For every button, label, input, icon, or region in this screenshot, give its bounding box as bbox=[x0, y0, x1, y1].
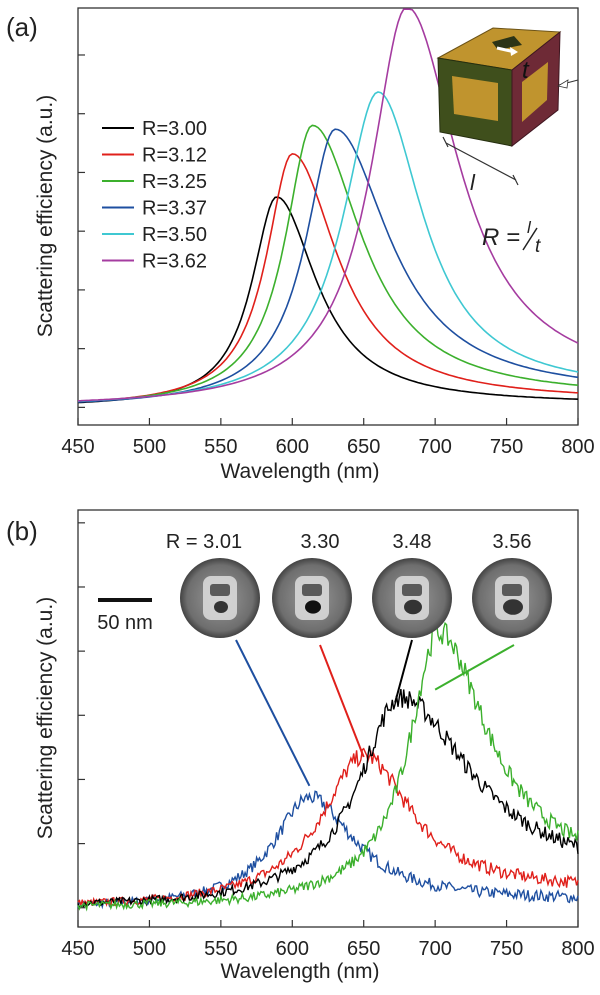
x-tick-label-b-500: 500 bbox=[133, 938, 166, 960]
series-line-b-2 bbox=[77, 747, 579, 908]
x-tick-label-b-650: 650 bbox=[347, 938, 380, 960]
series-line-a-2 bbox=[77, 152, 579, 403]
plot-frame-b bbox=[77, 509, 579, 928]
x-tick-label-a-450: 450 bbox=[61, 436, 94, 458]
axis-ticks-a: 450 500 550 600 650 700 750 800 bbox=[61, 54, 595, 458]
x-tick-label-a-750: 750 bbox=[490, 436, 523, 458]
series-line-a-6 bbox=[77, 8, 579, 402]
scale-bar-label: 50 nm bbox=[97, 612, 153, 634]
series-lines-a bbox=[77, 8, 579, 404]
axis-ticks-b: 450 500 550 600 650 700 750 800 bbox=[61, 522, 595, 960]
micrograph-label-1: R = 3.01 bbox=[166, 531, 242, 553]
micrograph-label-4: 3.56 bbox=[493, 531, 532, 553]
panel-label-b: (b) bbox=[6, 516, 38, 546]
sem-micrograph-1 bbox=[180, 558, 260, 638]
x-tick-label-b-550: 550 bbox=[204, 938, 237, 960]
x-tick-label-b-750: 750 bbox=[490, 938, 523, 960]
edge-length-marker bbox=[445, 142, 517, 181]
inset-label-t: t bbox=[522, 57, 530, 84]
legend-label-1: R=3.00 bbox=[142, 118, 207, 140]
x-tick-label-a-550: 550 bbox=[204, 436, 237, 458]
series-line-b-4 bbox=[77, 621, 579, 912]
sem-micrograph-2 bbox=[272, 558, 352, 638]
legend-label-2: R=3.12 bbox=[142, 145, 207, 167]
legend-label-4: R=3.37 bbox=[142, 198, 207, 220]
x-tick-label-a-650: 650 bbox=[347, 436, 380, 458]
sem-micrograph-4 bbox=[472, 558, 552, 638]
x-tick-label-b-600: 600 bbox=[276, 938, 309, 960]
pointer-line-3 bbox=[394, 639, 413, 703]
sem-micrograph-3 bbox=[372, 558, 452, 638]
inset-label-l: l bbox=[470, 170, 476, 195]
x-tick-label-a-800: 800 bbox=[561, 436, 594, 458]
series-lines-b bbox=[77, 621, 579, 912]
sem-micrographs bbox=[180, 558, 552, 638]
formula-lhs: R = bbox=[482, 224, 520, 251]
formula-numerator: l bbox=[527, 218, 532, 237]
y-axis-title-a: Scattering efficiency (a.u.) bbox=[34, 95, 57, 337]
panel-label-a: (a) bbox=[6, 12, 38, 42]
x-tick-label-b-450: 450 bbox=[61, 938, 94, 960]
x-axis-title-a: Wavelength (nm) bbox=[220, 460, 379, 483]
legend-label-6: R=3.62 bbox=[142, 251, 207, 273]
legend-label-3: R=3.25 bbox=[142, 171, 207, 193]
x-tick-label-b-700: 700 bbox=[418, 938, 451, 960]
formula-denominator: t bbox=[535, 236, 541, 257]
legend-label-5: R=3.50 bbox=[142, 224, 207, 246]
y-axis-title-b: Scattering efficiency (a.u.) bbox=[34, 597, 57, 839]
legend-a: R=3.00 R=3.12 R=3.25 R=3.37 R=3.50 R=3.62 bbox=[102, 118, 207, 273]
x-tick-label-a-500: 500 bbox=[133, 436, 166, 458]
micrograph-label-2: 3.30 bbox=[301, 531, 340, 553]
pointer-line-2 bbox=[319, 644, 365, 758]
formula-slash bbox=[522, 227, 538, 251]
plot-frame-a bbox=[77, 7, 579, 426]
panel-b: (b) 450 500 550 600 650 700 750 800 Wavelength … bbox=[6, 509, 595, 983]
micrograph-label-3: 3.48 bbox=[393, 531, 432, 553]
x-tick-label-a-600: 600 bbox=[276, 436, 309, 458]
panel-a: (a) 450 500 550 600 650 700 750 800 Wavelength … bbox=[6, 7, 595, 483]
x-tick-label-a-700: 700 bbox=[418, 436, 451, 458]
pointer-line-1 bbox=[235, 639, 311, 787]
micrograph-pointer-lines bbox=[235, 639, 515, 787]
ratio-formula: R = l t bbox=[482, 218, 541, 257]
pointer-line-4 bbox=[434, 644, 515, 691]
x-tick-label-b-800: 800 bbox=[561, 938, 594, 960]
x-axis-title-b: Wavelength (nm) bbox=[220, 960, 379, 983]
nanocage-cube-illustration: t l bbox=[436, 27, 579, 195]
